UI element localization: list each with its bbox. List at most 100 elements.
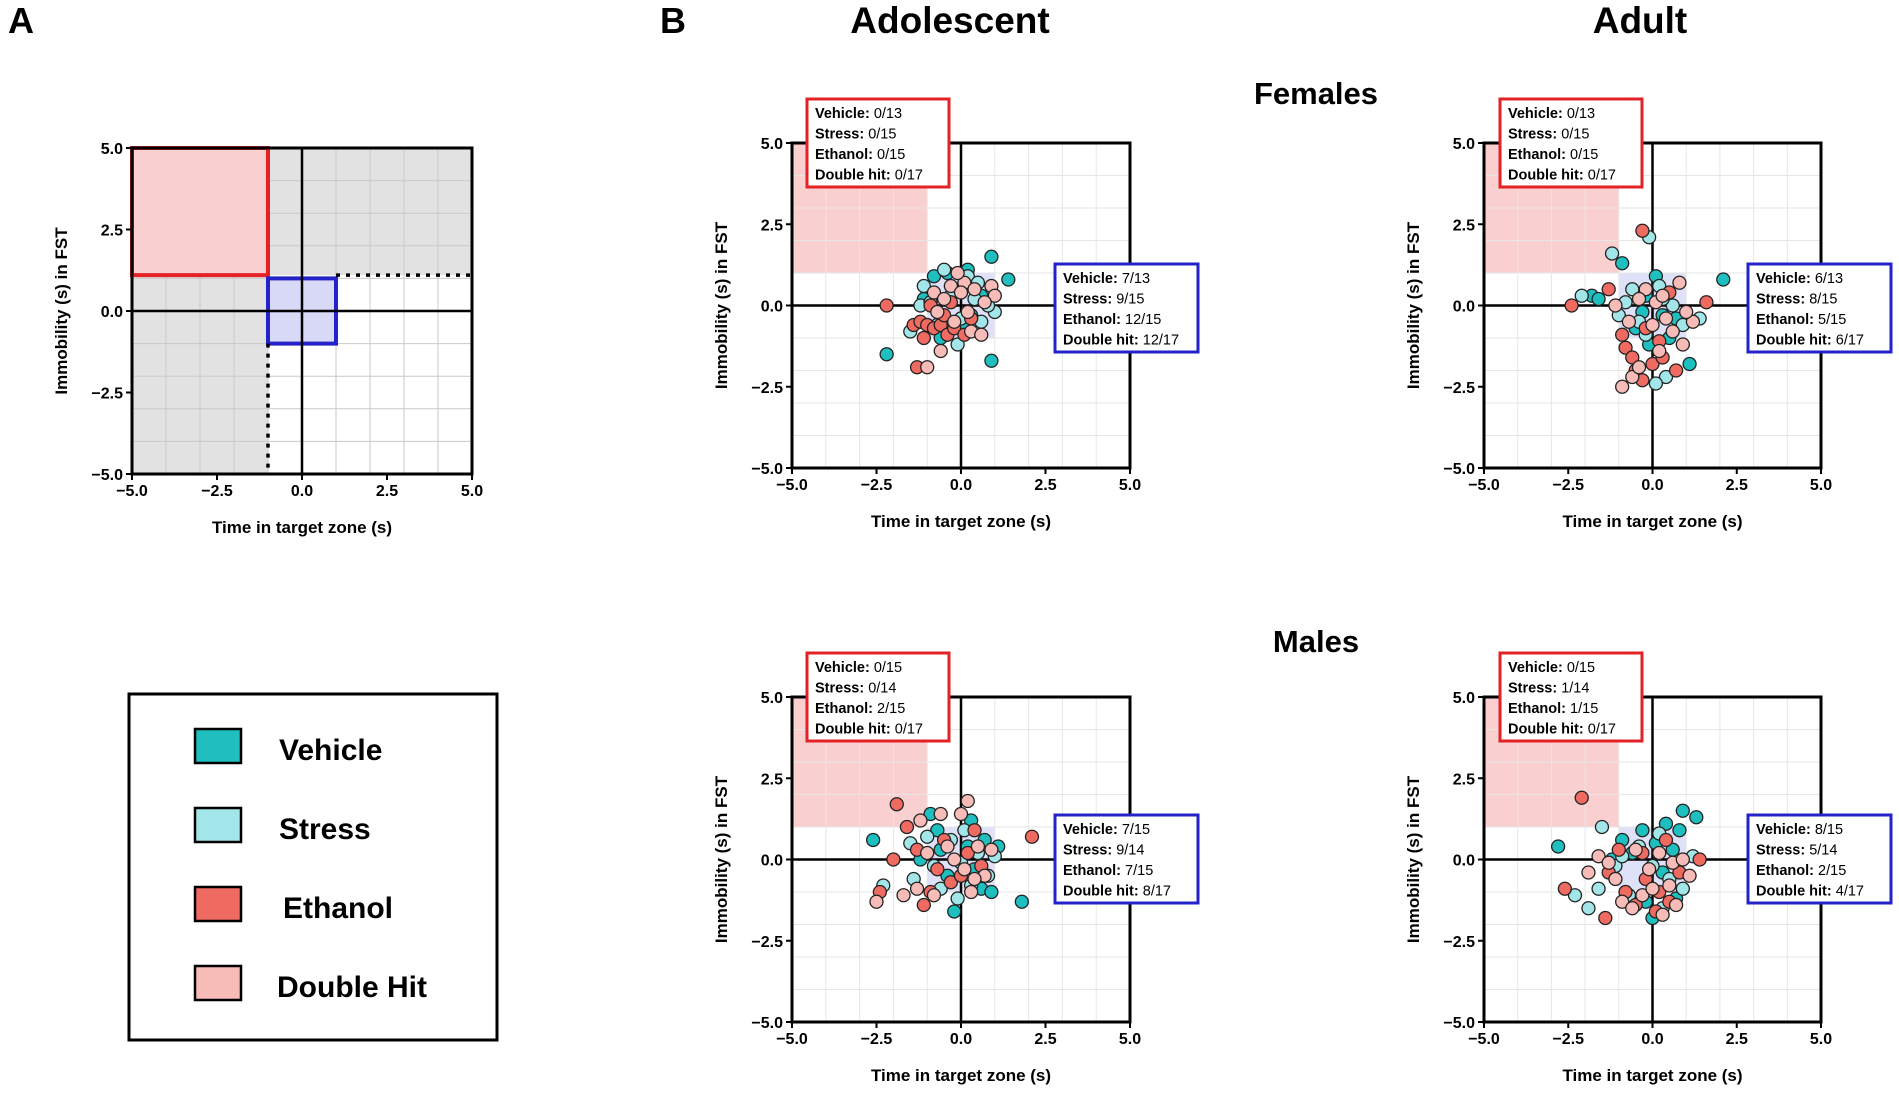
data-point-stress (936, 262, 952, 277)
panel-label-b: B (660, 0, 686, 41)
data-point-vehicle (1672, 823, 1687, 838)
data-point-double-hit (933, 806, 948, 822)
count-label: Ethanol: (1756, 863, 1818, 879)
data-point-double-hit (987, 288, 1002, 303)
count-label: Double hit: (815, 168, 895, 184)
red-count-box-row: Vehicle: 0/15 (815, 660, 902, 676)
data-point-ethanol (967, 823, 982, 838)
count-value: 8/15 (1809, 292, 1837, 308)
x-axis-label: Time in target zone (s) (1562, 1066, 1742, 1085)
count-label: Ethanol: (1063, 863, 1125, 879)
chart-a: −5.0 −2.5 0.0 2.5 5.0 −5.0 −2.5 0.0 2.5 5.0 Time i… (52, 141, 483, 537)
count-label: Stress: (1756, 843, 1809, 859)
data-point-double-hit (953, 806, 969, 822)
legend-label-stress: Stress (279, 813, 371, 846)
data-point-vehicle (865, 832, 881, 848)
data-point-double-hit (1652, 845, 1667, 861)
data-point-stress (1648, 376, 1664, 391)
data-point-ethanol (1692, 852, 1707, 867)
data-point-ethanol (1635, 223, 1650, 238)
blue-count-box-row: Stress: 9/14 (1063, 843, 1144, 859)
blue-count-box-row: Stress: 8/15 (1756, 292, 1837, 308)
data-point-vehicle (1001, 272, 1016, 287)
count-value: 2/15 (1818, 863, 1846, 879)
data-point-vehicle (1615, 256, 1630, 271)
count-label: Vehicle: (1508, 106, 1567, 122)
y-tick-label: 2.5 (101, 223, 123, 240)
red-count-box (805, 651, 951, 743)
y-axis-label: Immobility (s) in FST (1404, 221, 1423, 389)
red-count-box-row: Stress: 0/15 (1508, 127, 1589, 143)
x-tick-label: 5.0 (1810, 477, 1832, 494)
data-point-vehicle (926, 269, 942, 284)
x-tick-label: 0.0 (950, 477, 972, 494)
x-axis-label: Time in target zone (s) (871, 1066, 1051, 1085)
data-point-double-hit (970, 839, 986, 854)
x-tick-label: 5.0 (1119, 477, 1141, 494)
data-point-double-hit (1601, 855, 1616, 870)
red-count-box-row: Ethanol: 2/15 (815, 701, 905, 717)
x-tick-label: 5.0 (1119, 1031, 1141, 1048)
blue-count-box-row: Double hit: 12/17 (1063, 333, 1179, 349)
y-tick-label: 5.0 (1453, 136, 1475, 153)
data-point-double-hit (1665, 324, 1680, 339)
y-tick-label: −2.5 (751, 934, 783, 951)
data-point-double-hit (896, 888, 911, 903)
count-label: Stress: (1063, 292, 1116, 308)
data-point-double-hit (960, 793, 975, 809)
x-axis-label: Time in target zone (s) (212, 518, 392, 537)
data-point-ethanol (899, 819, 915, 835)
x-tick-label: −5.0 (776, 1031, 808, 1048)
red-count-box-row: Vehicle: 0/15 (1508, 660, 1595, 676)
data-point-double-hit (1581, 865, 1596, 880)
data-point-double-hit (1658, 311, 1674, 326)
data-point-double-hit (1662, 878, 1677, 893)
blue-count-box (1746, 262, 1893, 354)
chart-adolescent-males: −5.0 −2.5 0.0 2.5 5.0 −5.0 −2.5 0.0 2.5 5.0 Time i… (712, 651, 1200, 1085)
red-count-box-row: Stress: 0/14 (815, 681, 896, 697)
x-tick-label: −5.0 (776, 477, 808, 494)
data-point-double-hit (909, 881, 925, 896)
count-label: Double hit: (815, 722, 895, 738)
x-tick-label: −2.5 (201, 483, 233, 500)
count-value: 0/14 (868, 681, 896, 697)
x-tick-label: 2.5 (1034, 477, 1056, 494)
data-point-stress (1675, 881, 1690, 896)
y-axis-label: Immobility (s) in FST (1404, 775, 1423, 943)
count-value: 6/13 (1815, 271, 1843, 287)
count-label: Vehicle: (815, 106, 874, 122)
x-tick-label: 2.5 (1726, 477, 1748, 494)
data-point-double-hit (1628, 842, 1643, 857)
data-point-vehicle (984, 884, 999, 900)
x-tick-label: −2.5 (861, 1031, 893, 1048)
data-point-stress (1574, 288, 1589, 303)
y-tick-label: −2.5 (1443, 380, 1475, 397)
blue-count-box-row: Ethanol: 2/15 (1756, 863, 1846, 879)
count-label: Stress: (815, 681, 868, 697)
data-point-stress (950, 891, 965, 906)
data-point-vehicle (930, 823, 945, 838)
count-label: Stress: (1508, 681, 1561, 697)
data-point-vehicle (1014, 894, 1029, 909)
data-point-double-hit (974, 327, 989, 342)
x-tick-label: −5.0 (1468, 477, 1500, 494)
count-label: Ethanol: (1756, 312, 1818, 328)
data-point-double-hit (1645, 881, 1660, 896)
data-point-vehicle (1682, 356, 1697, 372)
data-point-stress (1658, 369, 1674, 385)
x-tick-label: 2.5 (376, 483, 398, 500)
data-point-ethanol (1611, 842, 1626, 857)
data-point-ethanol (1658, 832, 1674, 848)
panel-label-a: A (8, 0, 34, 41)
x-tick-label: −2.5 (1552, 1031, 1584, 1048)
data-point-ethanol (1618, 340, 1633, 355)
red-count-box-row: Double hit: 0/17 (815, 168, 923, 184)
data-point-ethanol (1699, 295, 1714, 310)
count-value: 0/13 (1567, 106, 1595, 122)
count-value: 7/15 (1125, 863, 1153, 879)
blue-count-box-row: Vehicle: 7/13 (1063, 271, 1150, 287)
data-point-double-hit (920, 845, 935, 861)
blue-count-box-row: Double hit: 8/17 (1063, 884, 1171, 900)
data-point-double-hit (1675, 337, 1690, 352)
